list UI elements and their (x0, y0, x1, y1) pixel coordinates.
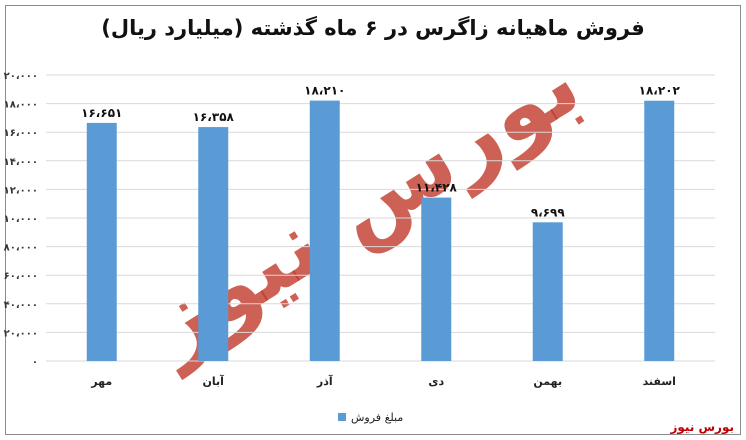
y-tick-label: ۱۶،۰۰۰ (4, 128, 38, 139)
x-tick-label: مهر (90, 375, 112, 388)
bar (644, 100, 675, 362)
center-watermark-text: بورس نیوز (125, 29, 599, 381)
x-tick-label: دی (428, 375, 444, 388)
x-tick-label: بهمن (533, 375, 562, 388)
y-tick-label: ۰ (32, 357, 38, 368)
data-label: ۱۱،۴۲۸ (416, 181, 458, 195)
chart-frame (5, 5, 741, 435)
y-tick-label: ۸۰،۰۰۰ (4, 243, 38, 254)
y-tick-label: ۱۸،۰۰۰ (4, 100, 38, 111)
data-label: ۹،۶۹۹ (531, 205, 566, 219)
legend: مبلغ فروش (338, 409, 403, 425)
data-label: ۱۸،۲۰۲ (639, 84, 681, 98)
y-tick-label: ۱۲،۰۰۰ (4, 185, 38, 196)
chart-title: فروش ماهیانه زاگرس در ۶ ماه گذشته (میلیا… (101, 16, 645, 40)
x-axis-labels: مهر آبان آذر دی بهمن اسفند (90, 374, 676, 388)
data-label: ۱۶،۳۵۸ (193, 110, 235, 124)
bar (532, 222, 563, 361)
bar (198, 127, 229, 361)
y-tick-label: ۱۰،۰۰۰ (4, 214, 38, 225)
bars: ۱۶،۶۵۱ ۱۶،۳۵۸ ۱۸،۲۱۰ ۱۱،۴۲۸ ۹،۶۹۹ ۱۸،۲۰۲ (81, 84, 681, 362)
bar (421, 197, 452, 361)
data-label: ۱۸،۲۱۰ (304, 84, 345, 98)
y-tick-label: ۱۴،۰۰۰ (4, 157, 38, 168)
y-tick-label: ۴۰،۰۰۰ (4, 300, 38, 311)
x-tick-label: آبان (203, 374, 225, 388)
y-axis-ticks: ۰ ۲۰،۰۰۰ ۴۰،۰۰۰ ۶۰،۰۰۰ ۸۰،۰۰۰ ۱۰،۰۰۰ ۱۲،۰۰۰ ۱۴،… (4, 71, 38, 368)
x-tick-label: اسفند (643, 375, 676, 388)
y-tick-label: ۲۰،۰۰۰ (4, 71, 38, 82)
center-watermark: بورس نیوز (125, 29, 599, 381)
grid-lines (46, 74, 715, 362)
x-tick-label: آذر (316, 374, 333, 388)
watermark: بورس نیوز (670, 420, 734, 434)
data-label: ۱۶،۶۵۱ (81, 106, 122, 120)
y-tick-label: ۲۰،۰۰۰ (4, 328, 38, 339)
bar (309, 100, 340, 362)
bar (86, 122, 117, 361)
legend-swatch (338, 413, 346, 421)
legend-label: مبلغ فروش (351, 410, 404, 424)
y-tick-label: ۶۰،۰۰۰ (4, 271, 38, 282)
